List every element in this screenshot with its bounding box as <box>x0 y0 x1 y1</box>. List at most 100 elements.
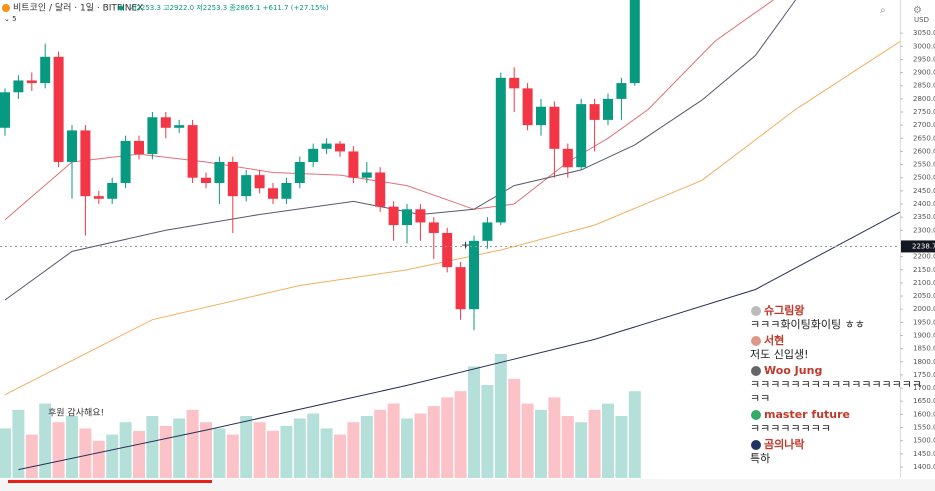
y-tick-label: 2550.0 <box>913 161 935 169</box>
volume-bar <box>320 428 333 478</box>
settings-icon[interactable]: ⚙ <box>913 5 922 16</box>
candle-body <box>482 222 493 241</box>
volume-bar <box>468 366 480 478</box>
volume-bar <box>374 409 387 478</box>
volume-bar <box>575 422 588 478</box>
volume-bar <box>253 422 266 478</box>
chat-name: master future <box>764 408 850 421</box>
y-tick-label: 2200.0 <box>913 253 935 261</box>
moving-average <box>4 40 900 396</box>
candle-body <box>80 130 91 197</box>
y-tick-label: 2700.0 <box>913 121 935 129</box>
volume-bar <box>39 403 52 478</box>
y-tick-label: 3000.0 <box>913 42 935 50</box>
volume-bar <box>441 397 454 478</box>
y-tick-label: 2400.0 <box>913 200 935 208</box>
y-tick-label: 2800.0 <box>913 95 935 103</box>
candle-body <box>214 161 225 183</box>
chat-message: ㅋㅋㅋ화이팅화이팅 ㅎㅎ <box>750 318 865 331</box>
y-tick-label: 1450.0 <box>913 450 935 458</box>
chat-message: 저도 신입생! <box>750 348 809 361</box>
chat-avatar <box>751 306 761 316</box>
y-tick-label: 2950.0 <box>913 55 935 63</box>
volume-bar <box>414 413 427 478</box>
y-tick-label: 2750.0 <box>913 108 935 116</box>
y-tick-label: 1950.0 <box>913 318 935 326</box>
y-tick-label: 2350.0 <box>913 213 935 221</box>
volume-bar <box>307 413 320 478</box>
ma-layer <box>4 0 900 471</box>
candle-body <box>241 175 252 197</box>
volume-bar <box>146 416 159 478</box>
volume-bar <box>173 418 186 478</box>
moving-average <box>4 0 775 221</box>
y-tick-label: 1550.0 <box>913 424 935 432</box>
chat-name: 서현 <box>764 333 784 347</box>
y-tick-label: 2850.0 <box>913 82 935 90</box>
volume-bar <box>159 425 172 478</box>
candle-body <box>294 161 305 183</box>
chat-avatar <box>751 366 761 376</box>
candle-body <box>536 106 546 126</box>
volume-bar <box>226 434 239 478</box>
y-tick-label: 2100.0 <box>913 279 935 287</box>
indicator-value: 5 <box>12 15 16 23</box>
price-tag <box>901 240 935 253</box>
volume-bar <box>427 406 440 478</box>
y-tick-label: 2650.0 <box>913 134 935 142</box>
coin-icon <box>2 4 10 12</box>
candle-body <box>415 209 426 223</box>
candle-body <box>53 56 64 162</box>
candle-body <box>0 92 10 128</box>
candle-body <box>40 56 51 84</box>
candle-body <box>562 148 573 168</box>
candle-body <box>616 83 627 99</box>
volume-bar <box>548 397 561 478</box>
chart-title: 비트코인 / 달러 · 1일 · BITFINEX <box>13 2 143 14</box>
chat-name: Woo Jung <box>764 364 822 377</box>
volume-bar <box>186 409 199 478</box>
chat-avatar <box>751 410 761 420</box>
y-tick-label: 2050.0 <box>913 292 935 300</box>
y-tick-label: 1400.0 <box>913 463 935 471</box>
volume-bar <box>535 409 547 478</box>
volume-bar <box>0 428 11 478</box>
candle-body <box>281 182 292 199</box>
y-tick-label: 2500.0 <box>913 174 935 182</box>
price-tag-label: 2238.7 <box>912 242 935 250</box>
volume-bar <box>280 425 293 478</box>
candle-body <box>629 0 640 84</box>
candle-body <box>147 117 158 155</box>
candle-body <box>160 117 171 128</box>
candle-body <box>495 77 506 223</box>
chat-message: ㅋㅋㅋㅋㅋㅋㅋㅋ <box>750 422 831 435</box>
candle-body <box>227 161 238 197</box>
volume-bar <box>12 409 25 478</box>
volume-bar <box>66 416 78 478</box>
y-tick-label: 1900.0 <box>913 331 935 339</box>
chat-avatar <box>751 440 761 450</box>
volume-bar <box>25 434 38 478</box>
volume-bar <box>360 416 373 478</box>
volume-bar <box>92 440 105 478</box>
moving-average <box>4 0 797 301</box>
candle-body <box>388 206 399 226</box>
progress-bar[interactable] <box>8 480 212 483</box>
search-icon[interactable]: ⌕ <box>880 5 886 16</box>
volume-bar <box>561 416 574 478</box>
candle-body <box>335 143 345 152</box>
y-tick-label: 2600.0 <box>913 147 935 155</box>
candle-body <box>442 232 453 268</box>
y-tick-label: 3050.0 <box>913 29 935 37</box>
y-tick-label: 1800.0 <box>913 358 935 366</box>
candle-body <box>509 77 520 89</box>
candle-body <box>549 106 560 149</box>
caption: 후원 감사해요! <box>48 407 104 419</box>
chat-name: 슈그림왕 <box>764 303 804 317</box>
candle-body <box>522 88 533 126</box>
candle-body <box>348 151 359 178</box>
volume-layer <box>0 354 641 478</box>
volume-bar <box>494 354 507 478</box>
